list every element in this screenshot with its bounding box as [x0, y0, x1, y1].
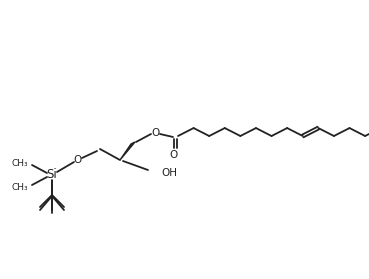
Text: OH: OH: [161, 168, 177, 178]
Text: O: O: [151, 128, 159, 138]
Text: Si: Si: [46, 169, 57, 182]
Polygon shape: [120, 142, 135, 160]
Text: CH₃: CH₃: [11, 182, 28, 191]
Text: O: O: [169, 150, 177, 160]
Text: CH₃: CH₃: [11, 158, 28, 167]
Text: O: O: [73, 155, 81, 165]
